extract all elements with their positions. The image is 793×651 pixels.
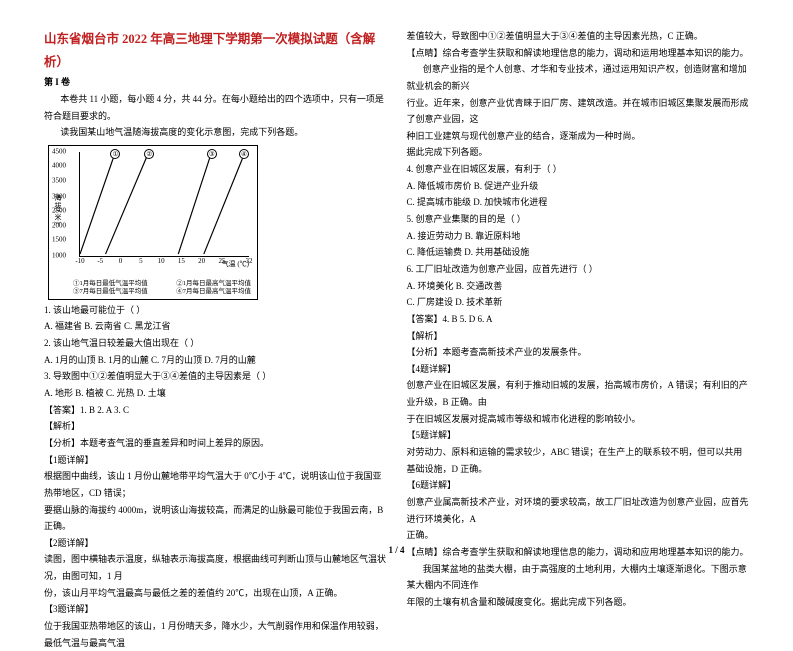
p-r2: 【点睛】综合考查学生获取和解读地理信息的能力，调动和运用地理基本知识的能力。 xyxy=(407,45,750,62)
xtick: -10 xyxy=(75,255,84,268)
detail-5a: 对劳动力、原料和运输的需求较少，ABC 错误；在生产上的联系较不明，但可以共用基… xyxy=(407,444,750,477)
detail-1a: 根据图中曲线，该山 1 月份山麓地带平均气温大于 0℃小于 4℃，说明该山位于我… xyxy=(44,468,387,501)
chart-legend: ①1月每日最低气温平均值 ②1月每日最高气温平均值 ③7月每日最低气温平均值 ④… xyxy=(73,280,251,297)
ytick: 3500 xyxy=(52,174,66,187)
ytick: 2000 xyxy=(52,219,66,232)
q3: 3. 导致图中①②差值明显大于③④差值的主导因素是（ ） xyxy=(44,368,387,385)
legend-d: ④7月每日最高气温平均值 xyxy=(176,288,251,296)
detail-6-title: 【6题详解】 xyxy=(407,477,750,494)
intro-1: 本卷共 11 小题，每小题 4 分，共 44 分。在每小题给出的四个选项中，只有… xyxy=(44,91,387,124)
q6b: C. 厂房建设 D. 技术革新 xyxy=(407,294,750,311)
chart-lines xyxy=(80,152,249,256)
q2-options: A. 1月的山顶 B. 1月的山麓 C. 7月的山顶 D. 7月的山麓 xyxy=(44,352,387,369)
q5a: A. 接近劳动力 B. 靠近原料地 xyxy=(407,228,750,245)
detail-6a: 创意产业属高新技术产业，对环境的要求较高，故工厂旧址改造为创意产业园，应首先进行… xyxy=(407,494,750,527)
p-r6: 据此完成下列各题。 xyxy=(407,144,750,161)
series-label-2: ② xyxy=(144,149,154,159)
detail-3-title: 【3题详解】 xyxy=(44,601,387,618)
q2: 2. 该山地气温日较差最大值出现在（ ） xyxy=(44,335,387,352)
detail-4a: 创意产业在旧城区发展，有利于推动旧城的发展，抬高城市房价，A 错误；有利旧的产业… xyxy=(407,377,750,410)
xtick: 20 xyxy=(198,255,205,268)
q3-options: A. 地形 B. 植被 C. 光热 D. 土壤 xyxy=(44,385,387,402)
ytick: 2500 xyxy=(52,205,66,218)
xtick: 10 xyxy=(158,255,165,268)
chart-plot: 4500 4000 3500 3000 2500 2000 1500 1000 … xyxy=(79,152,249,257)
xtick: 15 xyxy=(178,255,185,268)
q6: 6. 工厂旧址改造为创意产业园，应首先进行（ ） xyxy=(407,261,750,278)
fenxi-1-3: 【分析】本题考查气温的垂直差异和时间上差异的原因。 xyxy=(44,435,387,452)
xtick: 0 xyxy=(119,255,123,268)
jiexi-label: 【解析】 xyxy=(44,418,387,435)
answer-4-6: 【答案】4. B 5. D 6. A xyxy=(407,311,750,328)
jiexi-2: 【解析】 xyxy=(407,328,750,345)
q4b: C. 提高城市能级 D. 加快城市化进程 xyxy=(407,194,750,211)
q4: 4. 创意产业在旧城区发展，有利于（ ） xyxy=(407,161,750,178)
ytick: 4500 xyxy=(52,145,66,158)
detail-1-title: 【1题详解】 xyxy=(44,452,387,469)
q4a: A. 降低城市房价 B. 促进产业升级 xyxy=(407,178,750,195)
series-label-4: ④ xyxy=(239,149,249,159)
q1: 1. 该山地最可能位于（ ） xyxy=(44,302,387,319)
p-r4: 行业。近年来，创意产业优青睐于旧厂房、建筑改造。并在城市旧城区集聚发展而形成了创… xyxy=(407,95,750,128)
series-label-3: ③ xyxy=(207,149,217,159)
p-r7: 我国某盆地的盐类大棚，由于高强度的土地利用，大棚内土壤逐渐退化。下图示意某大棚内… xyxy=(407,561,750,594)
ytick: 4000 xyxy=(52,160,66,173)
detail-2a: 读图，图中横轴表示温度，纵轴表示海拔高度，根据曲线可判断山顶与山麓地区气温状况，… xyxy=(44,551,387,584)
legend-c: ③7月每日最低气温平均值 xyxy=(73,288,148,296)
q6a: A. 环境美化 B. 交通改善 xyxy=(407,278,750,295)
detail-1b: 要据山脉的海拔约 4000m，说明该山海拔较高，而满足的山脉最可能位于我国云南，… xyxy=(44,502,387,535)
q1-options: A. 福建省 B. 云南省 C. 黑龙江省 xyxy=(44,318,387,335)
page-number: 1 / 4 xyxy=(0,545,793,555)
chart-xlabel: 气温 (℃) xyxy=(222,258,249,271)
doc-title: 山东省烟台市 2022 年高三地理下学期第一次模拟试题（含解析） xyxy=(44,28,387,74)
ytick: 1000 xyxy=(52,249,66,262)
p-r1: 差值较大，导致图中①②差值明显大于③④差值的主导因素光热，C 正确。 xyxy=(407,28,750,45)
detail-4b: 于在旧城区发展对提高城市等级和城市化进程的影响较小。 xyxy=(407,411,750,428)
detail-6b: 正确。 xyxy=(407,527,750,544)
p-r8: 年限的土壤有机含量和酸碱度变化。据此完成下列各题。 xyxy=(407,594,750,611)
series-label-1: ① xyxy=(110,149,120,159)
p-r3: 创意产业指的是个人创意、才华和专业技术，通过运用知识产权，创造财富和增加就业机会… xyxy=(407,61,750,94)
section-1: 第 I 卷 xyxy=(44,74,387,91)
intro-2: 读我国某山地气温随海拔高度的变化示意图，完成下列各题。 xyxy=(44,124,387,141)
ytick: 3000 xyxy=(52,190,66,203)
q5b: C. 降低运输费 D. 共用基础设施 xyxy=(407,244,750,261)
q5: 5. 创意产业集聚的目的是（ ） xyxy=(407,211,750,228)
detail-5-title: 【5题详解】 xyxy=(407,427,750,444)
answer-1-3: 【答案】1. B 2. A 3. C xyxy=(44,402,387,419)
ytick: 1500 xyxy=(52,234,66,247)
detail-2b: 份，该山月平均气温最高与最低之差的差值约 20℃，出现在山顶，A 正确。 xyxy=(44,585,387,602)
xtick: 5 xyxy=(139,255,143,268)
fenxi-4-6: 【分析】本题考查高新技术产业的发展条件。 xyxy=(407,344,750,361)
xtick: -5 xyxy=(97,255,103,268)
detail-4-title: 【4题详解】 xyxy=(407,361,750,378)
detail-3a: 位于我国亚热带地区的该山，1 月份晴天多，降水少，大气削弱作用和保温作用较弱，最… xyxy=(44,618,387,651)
chart-figure: 海拔(米) 4500 4000 3500 3000 2500 2000 1500… xyxy=(48,145,258,300)
p-r5: 种旧工业建筑与现代创意产业的结合，逐渐成为一种时尚。 xyxy=(407,128,750,145)
